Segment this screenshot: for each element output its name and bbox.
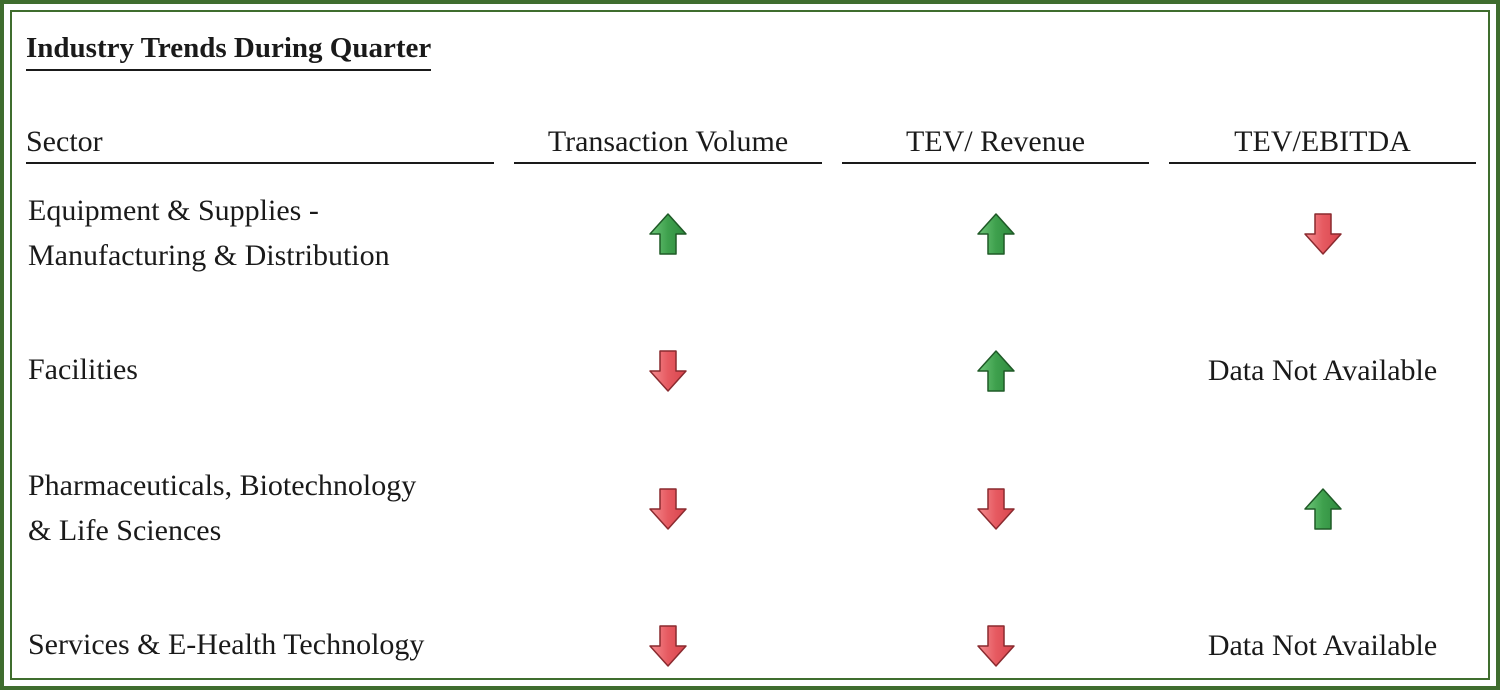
- inner-border: [10, 10, 1490, 680]
- data-not-available-text: Data Not Available: [1207, 354, 1438, 387]
- down-arrow-icon: [649, 488, 687, 530]
- sector-pharmaceuticals: Pharmaceuticals, Biotechnology & Life Sc…: [28, 463, 416, 553]
- trend-cell: [1169, 479, 1476, 539]
- data-not-available-text: Data Not Available: [1207, 629, 1438, 662]
- header-tev-revenue: TEV/ Revenue: [842, 122, 1149, 164]
- header-tev-ebitda: TEV/EBITDA: [1169, 122, 1476, 164]
- sector-label-line: Facilities: [28, 353, 138, 386]
- up-arrow-icon: [976, 213, 1015, 255]
- sector-facilities: Facilities: [28, 347, 138, 392]
- trend-cell: [842, 616, 1149, 676]
- trend-cell: [842, 479, 1149, 539]
- down-arrow-icon: [1303, 213, 1342, 255]
- sector-label-line: Manufacturing & Distribution: [28, 239, 390, 272]
- trend-cell: Data Not Available: [1169, 341, 1476, 401]
- sector-equipment: Equipment & Supplies - Manufacturing & D…: [28, 188, 390, 278]
- trend-cell: [514, 204, 822, 264]
- up-arrow-icon: [649, 213, 687, 255]
- up-arrow-icon: [976, 350, 1015, 392]
- down-arrow-icon: [976, 625, 1015, 667]
- down-arrow-icon: [649, 625, 687, 667]
- up-arrow-icon: [1303, 488, 1342, 530]
- down-arrow-icon: [976, 488, 1015, 530]
- trend-cell: Data Not Available: [1169, 616, 1476, 676]
- trend-cell: [514, 479, 822, 539]
- trend-cell: [842, 341, 1149, 401]
- sector-label-line: Services & E-Health Technology: [28, 628, 425, 661]
- header-transaction-volume: Transaction Volume: [514, 122, 822, 164]
- sector-label-line: Equipment & Supplies -: [28, 194, 319, 227]
- sector-label-line: & Life Sciences: [28, 514, 222, 547]
- sector-services: Services & E-Health Technology: [28, 622, 424, 667]
- trend-cell: [1169, 204, 1476, 264]
- sector-label-line: Pharmaceuticals, Biotechnology: [28, 469, 417, 502]
- down-arrow-icon: [649, 350, 687, 392]
- trend-cell: [514, 616, 822, 676]
- trend-cell: [842, 204, 1149, 264]
- trend-cell: [514, 341, 822, 401]
- page-title: Industry Trends During Quarter: [26, 32, 432, 71]
- header-sector: Sector: [26, 122, 494, 164]
